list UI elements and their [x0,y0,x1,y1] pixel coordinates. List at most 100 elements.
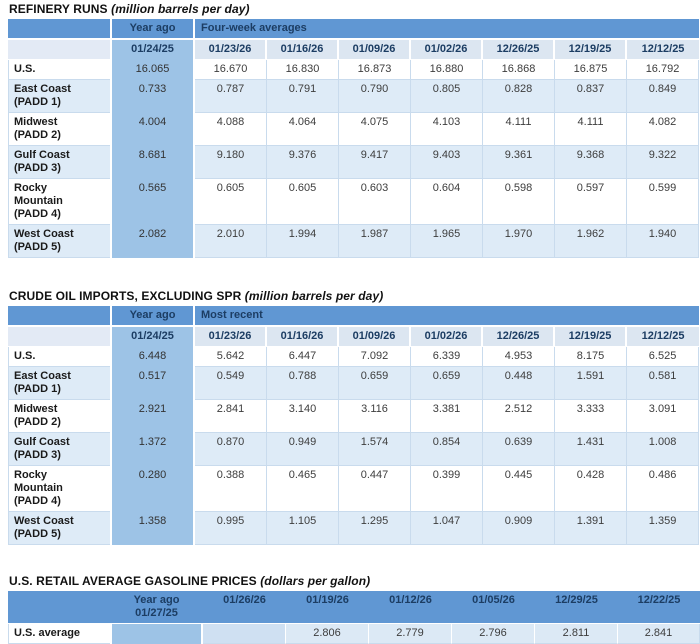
data-cell: 0.639 [483,433,555,466]
year-ago-value: 1.372 [110,433,195,466]
date-header: 01/02/26 [411,327,483,347]
data-cell: 9.376 [267,146,339,179]
date-header: 01/12/26 [369,591,452,624]
data-cell: 9.368 [555,146,627,179]
data-cell: 0.854 [411,433,483,466]
table-row: Midwest (PADD 2) 2.921 2.841 3.140 3.116… [8,400,700,433]
corner-cell [8,327,110,347]
row-label: U.S. [8,347,110,367]
year-ago-value: 2.082 [110,225,195,258]
data-cell: 5.642 [195,347,267,367]
data-cell: 4.082 [627,113,700,146]
data-cell: 2.512 [483,400,555,433]
data-cell: 0.828 [483,80,555,113]
refinery-runs-title: REFINERY RUNS (million barrels per day) [9,2,700,16]
data-cell: 1.047 [411,512,483,545]
date-header: 12/26/25 [483,40,555,60]
table-row: Rocky Mountain (PADD 4) 0.280 0.388 0.46… [8,466,700,512]
data-cell: 1.970 [483,225,555,258]
data-cell: 0.659 [411,367,483,400]
data-cell: 2.779 [369,624,452,644]
year-ago-value: 4.004 [110,113,195,146]
data-cell: 0.597 [555,179,627,225]
data-cell: 0.995 [195,512,267,545]
data-cell: 3.116 [339,400,411,433]
data-cell: 0.909 [483,512,555,545]
data-cell: 0.465 [267,466,339,512]
data-cell: 8.175 [555,347,627,367]
data-cell: 4.103 [411,113,483,146]
data-cell: 3.091 [627,400,700,433]
data-cell: 1.574 [339,433,411,466]
year-ago-value: 1.358 [110,512,195,545]
data-cell: 2.010 [195,225,267,258]
table-row: U.S. 16.065 16.670 16.830 16.873 16.880 … [8,60,700,80]
data-cell: 9.322 [627,146,700,179]
table-row: U.S. 6.448 5.642 6.447 7.092 6.339 4.953… [8,347,700,367]
data-cell: 0.787 [195,80,267,113]
date-header: 01/19/26 [286,591,369,624]
data-cell: 1.987 [339,225,411,258]
data-cell: 1.591 [555,367,627,400]
data-cell: 1.105 [267,512,339,545]
data-cell: 6.525 [627,347,700,367]
header-row-groups: Year ago Most recent [8,306,700,327]
crude-imports-table: Year ago Most recent 01/24/25 01/23/26 0… [8,306,700,545]
data-cell: 16.875 [555,60,627,80]
data-cell: 16.792 [627,60,700,80]
data-cell: 0.849 [627,80,700,113]
data-cell: 2.841 [618,624,700,644]
data-cell: 16.670 [195,60,267,80]
data-cell: 0.790 [339,80,411,113]
data-cell: 1.391 [555,512,627,545]
crude-imports-title: CRUDE OIL IMPORTS, EXCLUDING SPR (millio… [9,289,700,303]
table-row: West Coast (PADD 5) 1.358 0.995 1.105 1.… [8,512,700,545]
corner-cell [8,591,110,624]
data-cell: 1.431 [555,433,627,466]
row-label: U.S. average [8,624,110,644]
corner-cell [8,40,110,60]
data-cell: 0.805 [411,80,483,113]
year-ago-header: Year ago [110,306,195,327]
row-label: Gulf Coast (PADD 3) [8,146,110,179]
year-ago-value: 16.065 [110,60,195,80]
data-cell: 0.388 [195,466,267,512]
row-label: Gulf Coast (PADD 3) [8,433,110,466]
data-cell: 3.333 [555,400,627,433]
data-cell: 2.811 [535,624,618,644]
data-cell: 4.111 [555,113,627,146]
data-cell: 0.791 [267,80,339,113]
data-cell: 0.549 [195,367,267,400]
date-header: 01/16/26 [267,327,339,347]
gasoline-prices-title-text: U.S. RETAIL AVERAGE GASOLINE PRICES [9,574,257,588]
data-cell: 16.868 [483,60,555,80]
crude-imports-unit-note: (million barrels per day) [244,289,384,303]
row-label: Rocky Mountain (PADD 4) [8,179,110,225]
data-cell: 0.486 [627,466,700,512]
header-row-dates: 01/24/25 01/23/26 01/16/26 01/09/26 01/0… [8,40,700,60]
data-cell: 6.339 [411,347,483,367]
row-label: East Coast (PADD 1) [8,367,110,400]
data-cell: 1.008 [627,433,700,466]
data-cell: 0.598 [483,179,555,225]
data-cell: 1.962 [555,225,627,258]
date-header: 01/02/26 [411,40,483,60]
data-cell: 0.581 [627,367,700,400]
data-cell: 0.949 [267,433,339,466]
crude-imports-title-text: CRUDE OIL IMPORTS, EXCLUDING SPR [9,289,242,303]
date-header: 12/19/25 [555,40,627,60]
data-cell: 0.604 [411,179,483,225]
header-row-dates: Year ago 01/27/25 01/26/26 01/19/26 01/1… [8,591,700,624]
date-header: 01/16/26 [267,40,339,60]
data-cell: 0.837 [555,80,627,113]
data-cell: 9.361 [483,146,555,179]
data-cell: 2.806 [286,624,369,644]
year-ago-value: 8.681 [110,146,195,179]
table-row: East Coast (PADD 1) 0.517 0.549 0.788 0.… [8,367,700,400]
data-cell: 0.599 [627,179,700,225]
row-label: Rocky Mountain (PADD 4) [8,466,110,512]
data-cell: 4.075 [339,113,411,146]
row-label: West Coast (PADD 5) [8,512,110,545]
table-row: Gulf Coast (PADD 3) 1.372 0.870 0.949 1.… [8,433,700,466]
